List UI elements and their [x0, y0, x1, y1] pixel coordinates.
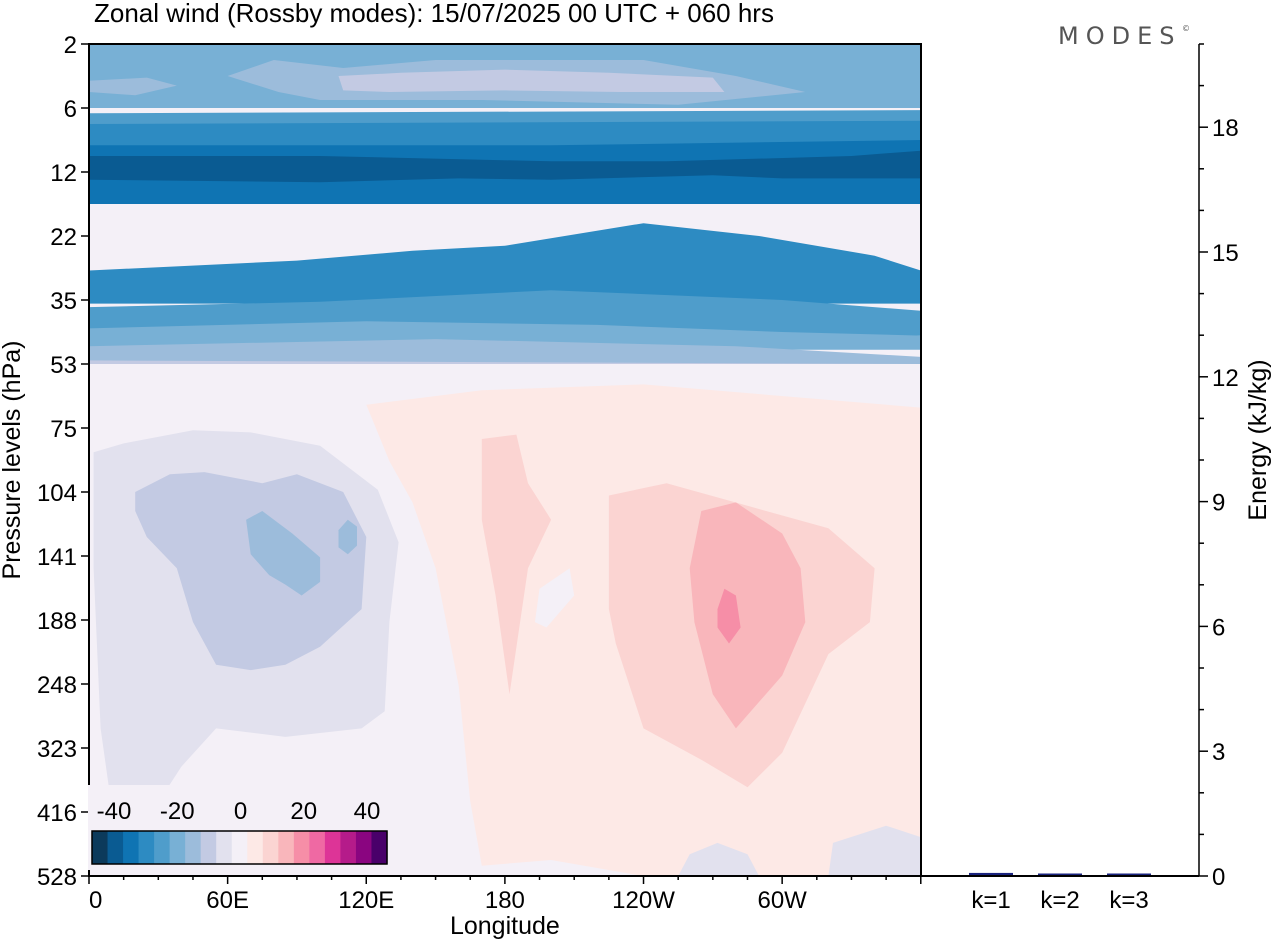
x-tick-label: 120E	[338, 887, 394, 914]
contour-region-24	[678, 842, 759, 876]
energy-tick-label: 15	[1212, 240, 1239, 267]
y-tick-label: 2	[64, 32, 77, 59]
energy-bar-k=1	[969, 872, 1013, 875]
colorbar-swatch	[309, 831, 326, 864]
x-tick-label: 120W	[612, 887, 675, 914]
y-tick-label: 6	[64, 96, 77, 123]
colorbar-swatch	[169, 831, 186, 864]
contour-region-15	[135, 472, 367, 671]
colorbar-swatch	[216, 831, 233, 864]
y-tick-label: 188	[37, 608, 77, 635]
contour-region-8	[89, 150, 921, 183]
y-axis: 2 6 12 22 35 53 75 104 141 188 248 323 416 528	[37, 32, 89, 891]
energy-bar-panel: 0 3 6 9 12 15 18 k=1 k=2 k=3	[921, 43, 1239, 914]
x-axis: 0 60E 120E 180 120W 60W	[88, 876, 922, 914]
modes-logo: MODES	[1058, 22, 1181, 50]
energy-tick-label: 9	[1212, 490, 1225, 517]
colorbar-swatch	[371, 831, 388, 864]
contour-region-13	[89, 360, 921, 364]
colorbar-swatch	[154, 831, 171, 864]
colorbar-swatch	[185, 831, 202, 864]
colorbar-swatch	[324, 831, 342, 864]
y-tick-label: 22	[50, 224, 77, 251]
energy-tick-label: 12	[1212, 365, 1239, 392]
colorbar-swatch	[262, 831, 279, 864]
energy-tick-label: 0	[1212, 864, 1225, 891]
contour-region-22	[689, 502, 806, 729]
contour-region-23	[717, 588, 741, 644]
contour-region-4	[89, 77, 177, 96]
x-tick-label: 180	[485, 887, 525, 914]
y-tick-label: 528	[37, 864, 77, 891]
x-axis-label: Longitude	[450, 912, 560, 940]
colorbar-tick-label: -20	[160, 798, 195, 825]
contour-region-20	[481, 434, 552, 695]
colorbar-swatch	[123, 831, 140, 864]
contour-region-12	[89, 339, 921, 364]
energy-bar-k=2	[1038, 873, 1082, 875]
colorbar-swatch	[247, 831, 264, 864]
y-tick-label: 12	[50, 160, 77, 187]
contour-region-16	[246, 511, 321, 596]
energy-tick-label: 6	[1212, 614, 1225, 641]
contour-region-9	[89, 223, 921, 304]
contour-region-19	[534, 568, 575, 628]
y-tick-label: 416	[37, 800, 77, 827]
energy-axis-label: Energy (kJ/kg)	[1244, 359, 1272, 520]
energy-tick-label: 18	[1212, 115, 1239, 142]
contour-region-25	[828, 825, 921, 876]
colorbar-tick-label: -40	[97, 798, 132, 825]
chart-title: Zonal wind (Rossby modes): 15/07/2025 00…	[94, 0, 774, 28]
energy-category-label: k=3	[1109, 887, 1148, 914]
x-tick-label: 60W	[757, 887, 807, 914]
energy-category-label: k=1	[971, 887, 1010, 914]
colorbar-swatch	[107, 831, 124, 864]
y-tick-label: 248	[37, 672, 77, 699]
y-tick-label: 323	[37, 736, 77, 763]
x-tick-label: 60E	[206, 887, 249, 914]
y-tick-label: 53	[50, 352, 77, 379]
y-axis-label: Pressure levels (hPa)	[0, 341, 26, 580]
x-tick-label: 0	[89, 887, 102, 914]
energy-category-label: k=2	[1040, 887, 1079, 914]
colorbar-swatch	[231, 831, 248, 864]
colorbar-swatch	[200, 831, 217, 864]
energy-bar-k=3	[1107, 873, 1151, 875]
colorbar-swatch	[278, 831, 295, 864]
colorbar-legend: -40 -20 0 20 40	[88, 785, 391, 870]
zonal-wind-contour-plot	[89, 44, 921, 876]
colorbar-swatch	[340, 831, 357, 864]
energy-tick-label: 3	[1212, 739, 1225, 766]
y-tick-label: 104	[37, 480, 77, 507]
contour-region-3	[338, 69, 725, 92]
modes-logo-mark: ©	[1182, 24, 1197, 33]
contour-region-17	[338, 519, 357, 555]
colorbar-tick-label: 20	[290, 798, 317, 825]
colorbar-swatch	[138, 831, 155, 864]
y-tick-label: 35	[50, 288, 77, 315]
colorbar-tick-label: 0	[234, 798, 247, 825]
y-tick-label: 75	[50, 416, 77, 443]
colorbar-tick-label: 40	[354, 798, 381, 825]
colorbar-swatch	[355, 831, 373, 864]
colorbar-swatch	[293, 831, 310, 864]
y-tick-label: 141	[37, 544, 77, 571]
colorbar-swatch	[92, 831, 109, 864]
